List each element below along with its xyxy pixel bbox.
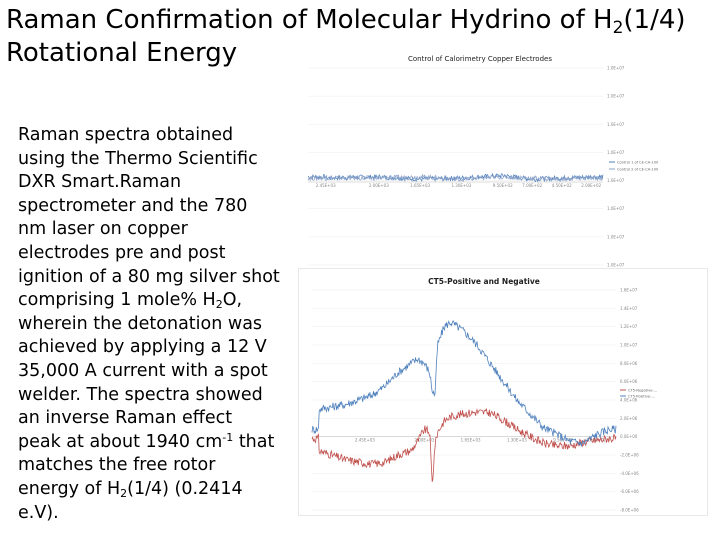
control-chart: Control of Calorimetry Copper Electrodes… (298, 50, 660, 272)
chart-frame (298, 268, 708, 516)
title-subscript: 2 (612, 18, 624, 38)
x-tick-label: 1.30E+03 (451, 183, 471, 188)
body-paragraph: Raman spectra obtained using the Thermo … (18, 124, 280, 525)
legend-label: CT5-Positive-... (628, 395, 655, 399)
y-tick-label: 1.0E+07 (607, 206, 625, 211)
y-tick-label: 8.0E+06 (620, 361, 638, 366)
body-text-3: that matches the free rotor energy of H (18, 431, 275, 499)
x-tick-label: 1.65E+03 (410, 183, 430, 188)
x-tick-label: 2.00E+02 (581, 183, 601, 188)
x-tick-label: 9.50E+02 (493, 183, 513, 188)
title-line-2: Rotational Energy (6, 38, 238, 68)
body-subscript-1: 2 (215, 298, 223, 312)
chart-title: CT5-Positive and Negative (428, 277, 540, 286)
x-tick-label: 4.50E+02 (552, 183, 572, 188)
series-line-2 (311, 320, 617, 447)
x-tick-label: 1.30E+03 (507, 438, 527, 443)
x-tick-label: 2.00E+03 (369, 183, 389, 188)
legend-label: CT5-Negative-... (628, 389, 657, 393)
y-tick-label: 1.0E+07 (607, 150, 625, 155)
title-text: Raman Confirmation of Molecular Hydrino … (6, 5, 613, 35)
body-text-4: (1/4) (0.2414 e.V). (18, 478, 243, 523)
x-tick-label: 1.65E+03 (461, 438, 481, 443)
x-tick-label: 2.45E+03 (355, 438, 375, 443)
y-tick-label: 2.0E+06 (620, 416, 638, 421)
series-line-2 (307, 173, 604, 183)
y-tick-label: -4.0E+06 (620, 471, 639, 476)
series-line-1 (307, 172, 604, 183)
y-tick-label: -8.0E+06 (620, 508, 639, 513)
y-tick-label: 1.2E+07 (620, 324, 638, 329)
y-tick-label: 1.0E+07 (607, 122, 625, 127)
y-tick-label: 1.0E+07 (620, 343, 638, 348)
ct5-chart-svg: CT5-Positive and Negative 1.6E+07 1.4E+07 1… (298, 268, 708, 516)
y-tick-label: 0.0E+00 (620, 434, 638, 439)
y-tick-label: 6.0E+06 (620, 379, 638, 384)
y-tick-label: 1.0E+07 (607, 94, 625, 99)
body-text-2: O, wherein the detonation was achieved b… (18, 290, 268, 452)
y-tick-label: -2.0E+06 (620, 453, 639, 458)
title-suffix: (1/4) (623, 5, 686, 35)
y-tick-label: -6.0E+06 (620, 489, 639, 494)
x-tick-label: 2.00E+03 (414, 438, 434, 443)
series-line-1 (311, 408, 617, 482)
legend-label: Control 2 of CE-CA-100 (617, 168, 659, 172)
body-superscript: -1 (222, 430, 234, 444)
x-tick-label: 2.45E+03 (316, 183, 336, 188)
title-line-1: Raman Confirmation of Molecular Hydrino … (6, 4, 696, 37)
control-chart-svg: Control of Calorimetry Copper Electrodes… (307, 55, 659, 268)
y-tick-label: 1.4E+07 (620, 306, 638, 311)
body-text-1: Raman spectra obtained using the Thermo … (18, 125, 280, 311)
y-tick-label: 1.0E+07 (607, 178, 625, 183)
chart-title: Control of Calorimetry Copper Electrodes (408, 55, 552, 63)
y-tick-label: 1.6E+07 (620, 288, 638, 293)
y-tick-label: 4.0E+06 (620, 398, 638, 403)
slide-title: Raman Confirmation of Molecular Hydrino … (6, 4, 696, 70)
ct5-chart: CT5-Positive and Negative 1.6E+07 1.4E+07 1… (298, 268, 708, 516)
x-tick-label: 7.00E+02 (522, 183, 542, 188)
y-tick-label: 1.0E+07 (607, 66, 625, 71)
legend-label: Control 1 of CE-CA-100 (617, 161, 659, 165)
body-subscript-2: 2 (120, 486, 128, 500)
y-tick-label: 1.0E+07 (607, 234, 625, 239)
y-tick-label: 1.0E+07 (607, 263, 625, 268)
